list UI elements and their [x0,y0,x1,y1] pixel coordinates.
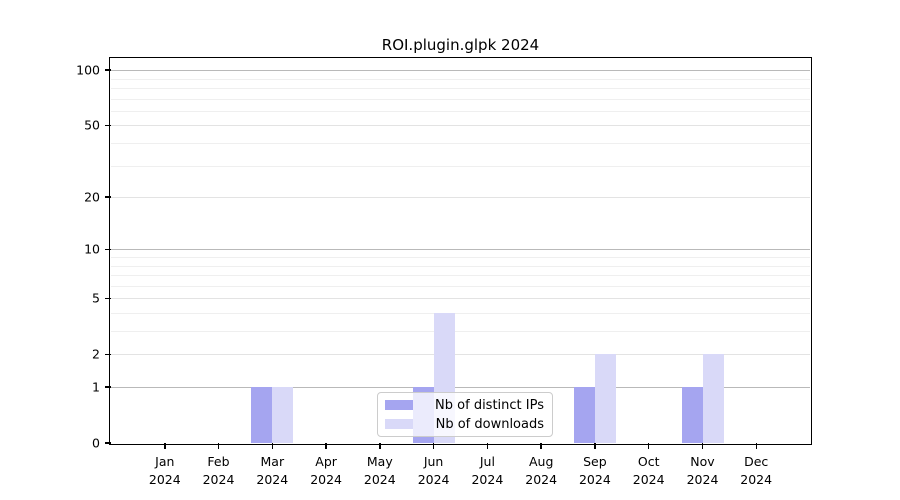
y-tick-mark [105,353,111,355]
x-tick-month: May [366,454,393,469]
x-tick-year: 2024 [202,472,235,488]
x-tick-month: Aug [528,454,554,469]
x-tick-month: Jul [479,454,495,469]
x-tick-month: Jan [155,454,175,469]
y-tick-label: 1 [92,379,100,395]
x-tick-month: Mar [260,454,285,469]
x-tick-year: 2024 [310,472,342,488]
bar-downloads [594,354,616,443]
y-gridline-major [111,197,810,199]
y-gridline-minor [111,265,810,267]
y-tick-label: 20 [84,189,100,205]
x-tick-year: 2024 [740,472,773,488]
x-tick-label: Oct 2024 [633,453,665,489]
x-tick-month: Oct [637,454,660,469]
y-gridline-minor [111,257,810,258]
y-tick-mark [105,297,111,299]
legend-label: Nb of downloads [435,416,544,432]
x-tick-mark [594,443,596,449]
y-gridline-decade [111,70,810,72]
y-gridline-minor [111,331,810,332]
x-tick-year: 2024 [632,472,665,488]
y-gridline-minor [111,98,810,100]
y-tick-label: 10 [84,241,100,257]
x-tick-label: Jan 2024 [149,453,181,489]
x-tick-mark [701,443,704,449]
bar-downloads [702,354,724,443]
x-tick-mark [164,443,166,449]
x-tick-mark [379,443,381,449]
y-gridline-minor [111,313,810,314]
x-tick-year: 2024 [471,472,504,488]
y-gridline-minor [111,165,810,167]
x-tick-month: Feb [207,454,230,469]
x-tick-month: Apr [315,454,337,469]
x-tick-mark [271,443,274,449]
x-tick-year: 2024 [578,472,611,488]
y-gridline-major [111,125,810,127]
x-tick-label: Feb 2024 [203,453,235,489]
x-tick-mark [217,443,220,449]
x-tick-label: Dec 2024 [740,453,772,489]
y-tick-label: 0 [92,435,100,451]
y-tick-label: 5 [92,290,100,306]
y-gridline-minor [111,275,810,276]
y-tick-label: 50 [84,117,100,133]
y-gridline-decade [111,249,810,251]
legend-item: Nb of distinct IPs [385,398,544,413]
x-tick-year: 2024 [525,472,558,488]
y-tick-label: 2 [92,346,100,362]
x-tick-mark [486,443,489,449]
x-tick-month: Sep [583,454,607,469]
legend-item: Nb of downloads [385,417,544,432]
x-tick-year: 2024 [417,472,450,488]
y-tick-mark [105,248,111,250]
x-tick-year: 2024 [363,472,396,488]
y-gridline-minor [111,285,810,287]
y-gridline-minor [111,78,810,80]
bar-distinct-ips [251,387,273,443]
x-tick-label: Jul 2024 [471,453,503,489]
y-gridline-minor [111,143,810,144]
legend-swatch-distinct-ips [385,400,413,410]
y-tick-mark [105,386,111,388]
x-tick-mark [432,443,435,449]
x-tick-month: Nov [690,454,715,469]
x-tick-mark [647,443,650,449]
x-tick-year: 2024 [686,472,719,488]
y-tick-mark [105,124,111,127]
x-tick-label: Mar 2024 [256,453,288,489]
x-tick-year: 2024 [256,472,289,488]
bar-distinct-ips [681,387,703,443]
y-gridline-decade [111,387,810,388]
bar-distinct-ips [573,387,595,443]
legend-swatch-downloads [385,419,413,429]
x-tick-mark [325,443,327,449]
y-tick-mark [105,69,111,71]
bar-downloads [272,387,294,443]
x-tick-label: May 2024 [364,453,396,489]
x-tick-label: Jun 2024 [418,453,450,489]
y-tick-label: 100 [76,62,100,78]
x-tick-label: Nov 2024 [687,453,719,489]
x-tick-year: 2024 [148,472,181,488]
y-gridline-major [111,354,810,356]
x-tick-label: Sep 2024 [579,453,611,489]
y-tick-mark [105,196,111,198]
y-gridline-minor [111,88,810,89]
y-tick-mark [105,442,111,444]
x-tick-month: Jun [423,454,444,469]
x-tick-mark [540,443,542,449]
y-gridline-major [111,298,810,300]
legend-label: Nb of distinct IPs [435,397,544,413]
x-tick-label: Apr 2024 [310,453,342,489]
chart-title: ROI.plugin.glpk 2024 [381,36,540,54]
x-tick-mark [755,443,757,449]
legend: Nb of distinct IPs Nb of downloads [377,392,553,437]
y-gridline-minor [111,110,810,112]
x-tick-label: Aug 2024 [525,453,557,489]
x-tick-month: Dec [744,454,769,469]
